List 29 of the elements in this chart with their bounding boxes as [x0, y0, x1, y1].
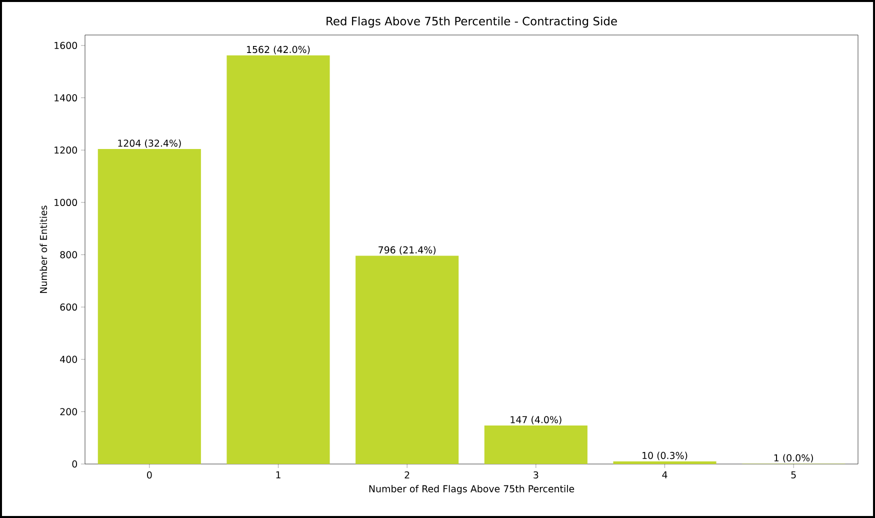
x-tick-label: 0 [147, 471, 152, 479]
x-tick-label: 1 [276, 471, 280, 478]
data-label: 1204 (32.4%) [118, 139, 181, 148]
bar [613, 461, 716, 464]
y-tick-label: 800 [60, 251, 78, 258]
y-tick-label: 200 [60, 408, 78, 416]
x-tick-label: 4 [662, 471, 668, 478]
bar [356, 256, 459, 464]
data-label: 1 (0.0%) [774, 454, 813, 463]
x-axis-title: Number of Red Flags Above 75th Percentile [369, 485, 574, 494]
y-tick-label: 1600 [54, 42, 78, 50]
y-tick-label: 1200 [54, 146, 78, 154]
data-label: 1562 (42.0%) [247, 46, 310, 54]
bar [98, 149, 201, 464]
y-tick-label: 0 [72, 460, 78, 468]
y-axis-title: Number of Entities [40, 206, 48, 293]
x-tick-label: 5 [791, 471, 796, 478]
bar [484, 426, 588, 464]
chart-title: Red Flags Above 75th Percentile - Contracting Side [326, 16, 617, 28]
y-tick-label: 1400 [54, 94, 78, 102]
data-label: 796 (21.4%) [378, 246, 436, 255]
y-tick-label: 400 [60, 356, 78, 363]
data-label: 147 (4.0%) [510, 416, 562, 424]
y-tick-label: 600 [60, 303, 78, 311]
x-tick-label: 3 [534, 471, 538, 479]
data-label: 10 (0.3%) [642, 452, 688, 460]
x-tick-label: 2 [404, 471, 410, 478]
y-tick-label: 1000 [54, 198, 78, 206]
bar [226, 55, 330, 464]
